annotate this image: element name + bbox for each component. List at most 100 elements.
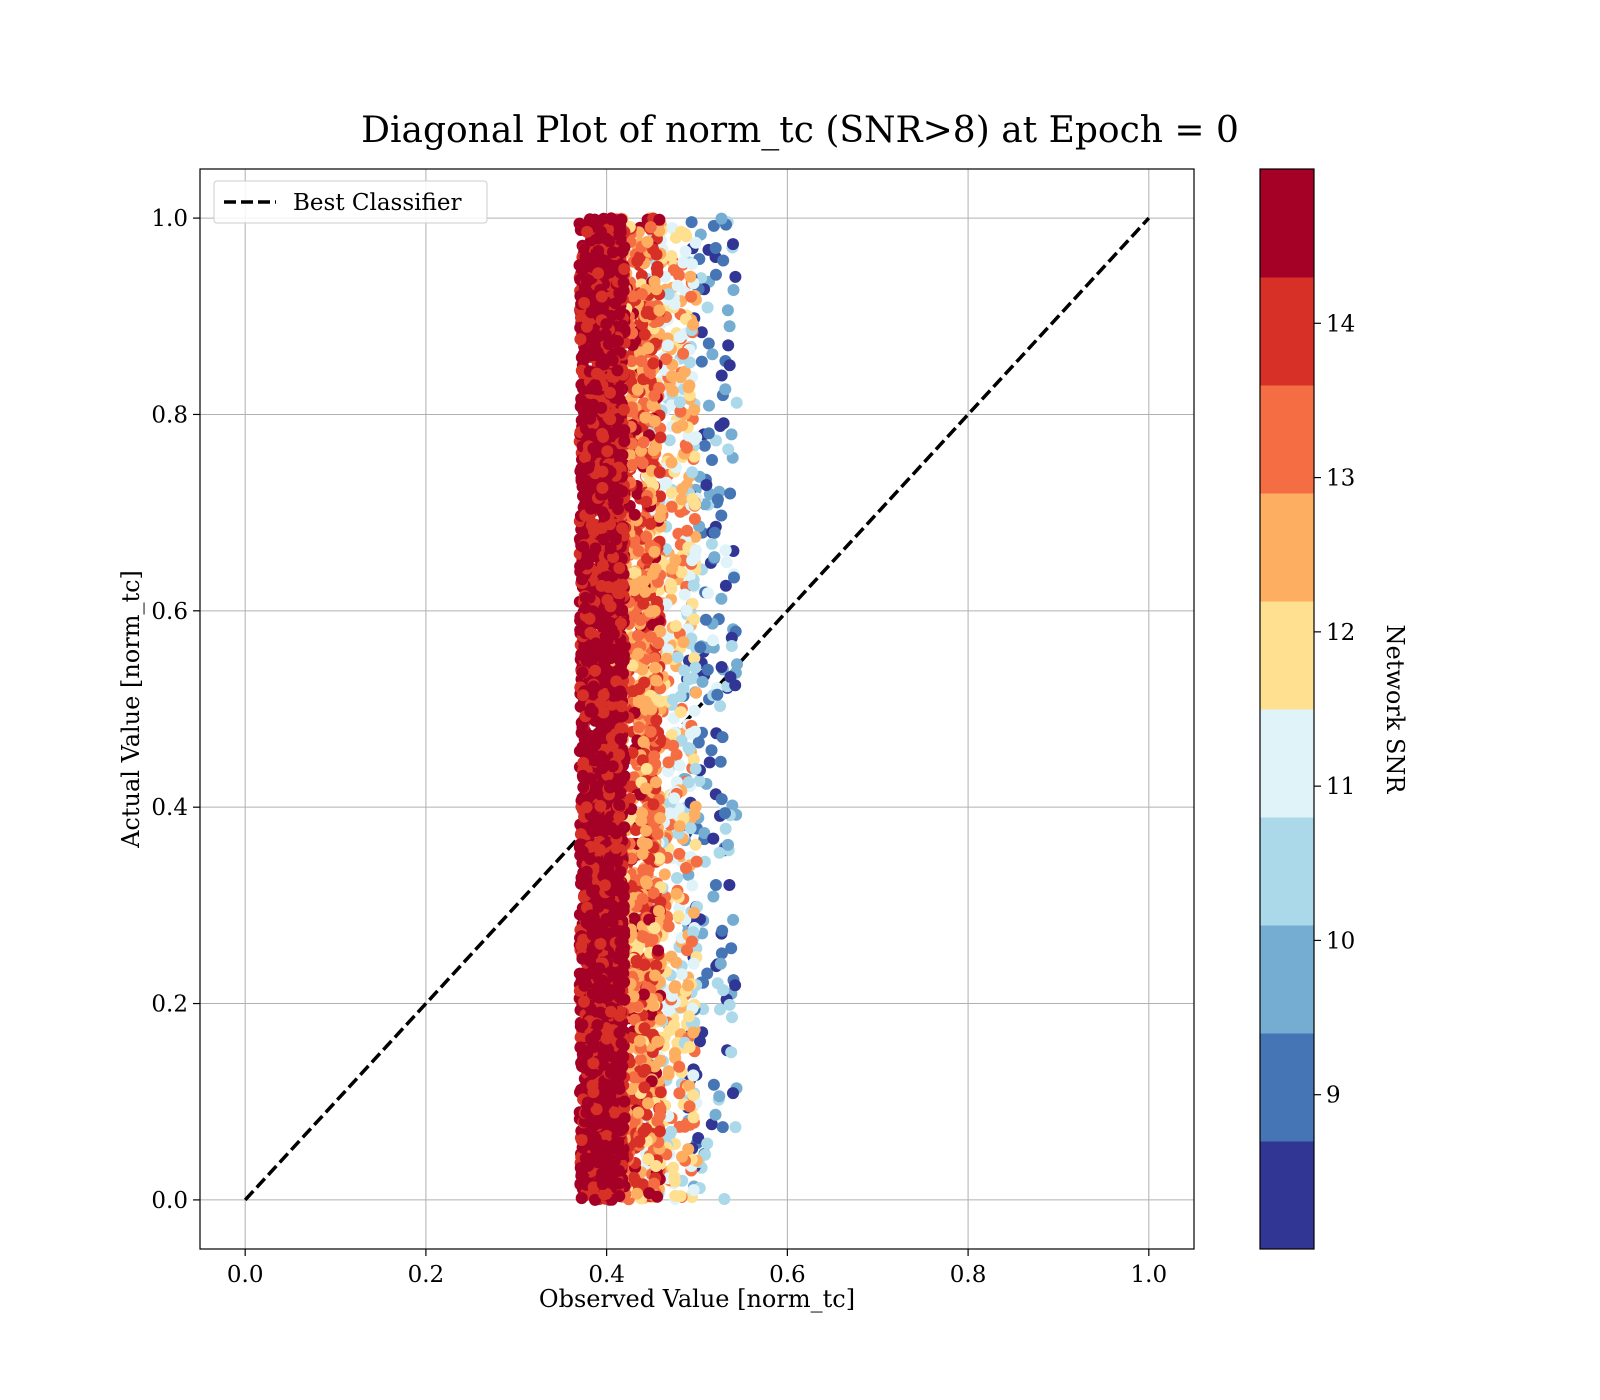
scatter-point [585, 949, 598, 961]
scatter-point [721, 304, 734, 317]
scatter-point [675, 493, 688, 506]
scatter-point [665, 250, 678, 262]
scatter-point [668, 1175, 681, 1188]
scatter-point [715, 793, 728, 806]
scatter-point [715, 592, 728, 605]
scatter-point [683, 1100, 696, 1113]
scatter-point [665, 1125, 677, 1138]
scatter-point [715, 212, 728, 225]
scatter-point [627, 685, 640, 698]
scatter-point [634, 1053, 647, 1066]
scatter-point [642, 1097, 655, 1110]
scatter-point [604, 386, 616, 399]
scatter-point [613, 229, 626, 242]
scatter-point [662, 1068, 675, 1081]
scatter-point [665, 500, 678, 513]
scatter-point [652, 694, 665, 707]
scatter-point [576, 769, 589, 782]
scatter-point [607, 551, 620, 564]
scatter-point [618, 263, 631, 275]
scatter-point [648, 652, 661, 665]
scatter-point [647, 999, 660, 1012]
scatter-point [689, 530, 702, 543]
scatter-point [589, 637, 602, 650]
scatter-point [673, 847, 686, 860]
scatter-point [650, 1160, 662, 1172]
scatter-point [650, 674, 663, 687]
scatter-point [729, 270, 742, 283]
scatter-point [682, 979, 695, 992]
scatter-point [575, 312, 588, 325]
scatter-point [689, 661, 702, 674]
scatter-point [670, 748, 683, 761]
scatter-point [671, 279, 684, 292]
scatter-point [614, 617, 627, 630]
scatter-point [724, 487, 737, 500]
scatter-point [579, 451, 591, 464]
scatter-point [723, 359, 736, 372]
scatter-point [634, 614, 647, 626]
scatter-point [669, 231, 682, 244]
scatter-point [637, 1065, 650, 1078]
scatter-point [639, 411, 652, 424]
scatter-point [717, 984, 730, 997]
scatter-point [628, 584, 641, 597]
scatter-point [613, 562, 626, 574]
scatter-point [594, 843, 607, 856]
scatter-point [662, 765, 675, 778]
scatter-point [638, 575, 651, 588]
scatter-point [702, 337, 715, 350]
scatter-point [638, 1022, 651, 1035]
scatter-point [727, 1087, 739, 1100]
scatter-point [652, 944, 665, 957]
scatter-point [645, 1008, 658, 1021]
scatter-point [662, 920, 675, 933]
scatter-point [675, 968, 688, 981]
scatter-point [628, 1013, 641, 1026]
scatter-point [586, 885, 599, 898]
scatter-point [639, 585, 652, 598]
scatter-point [644, 605, 657, 618]
scatter-point [616, 1049, 629, 1062]
scatter-point [648, 750, 661, 763]
scatter-point [722, 339, 735, 352]
scatter-point [613, 798, 626, 811]
scatter-point [600, 1129, 613, 1142]
scatter-point [635, 269, 648, 282]
scatter-point [576, 264, 589, 277]
scatter-points [573, 212, 743, 1206]
scatter-point [614, 291, 627, 304]
scatter-point [706, 348, 719, 361]
scatter-point [595, 750, 608, 763]
scatter-point [673, 820, 686, 833]
scatter-point [694, 1035, 706, 1048]
scatter-point [673, 396, 686, 409]
scatter-point [720, 556, 733, 569]
scatter-point [584, 853, 597, 865]
scatter-point [649, 661, 662, 674]
scatter-point [723, 998, 736, 1011]
scatter-point [693, 774, 706, 787]
scatter-point [694, 641, 707, 654]
scatter-point [660, 652, 673, 665]
scatter-point [707, 832, 720, 845]
scatter-point [616, 245, 629, 258]
scatter-point [664, 578, 677, 590]
scatter-point [637, 735, 650, 748]
scatter-point [650, 283, 663, 296]
scatter-point [576, 573, 588, 586]
scatter-point [686, 554, 699, 567]
scatter-point [616, 604, 629, 617]
scatter-point [716, 1121, 729, 1134]
scatter-point [628, 912, 641, 925]
scatter-point [608, 878, 621, 891]
scatter-point [715, 661, 728, 673]
scatter-point [610, 675, 623, 688]
scatter-point [650, 959, 663, 972]
scatter-point [703, 756, 716, 769]
scatter-point [671, 651, 684, 664]
scatter-point [727, 913, 740, 926]
scatter-point [615, 700, 628, 713]
scatter-point [613, 984, 626, 997]
scatter-point [726, 799, 739, 812]
